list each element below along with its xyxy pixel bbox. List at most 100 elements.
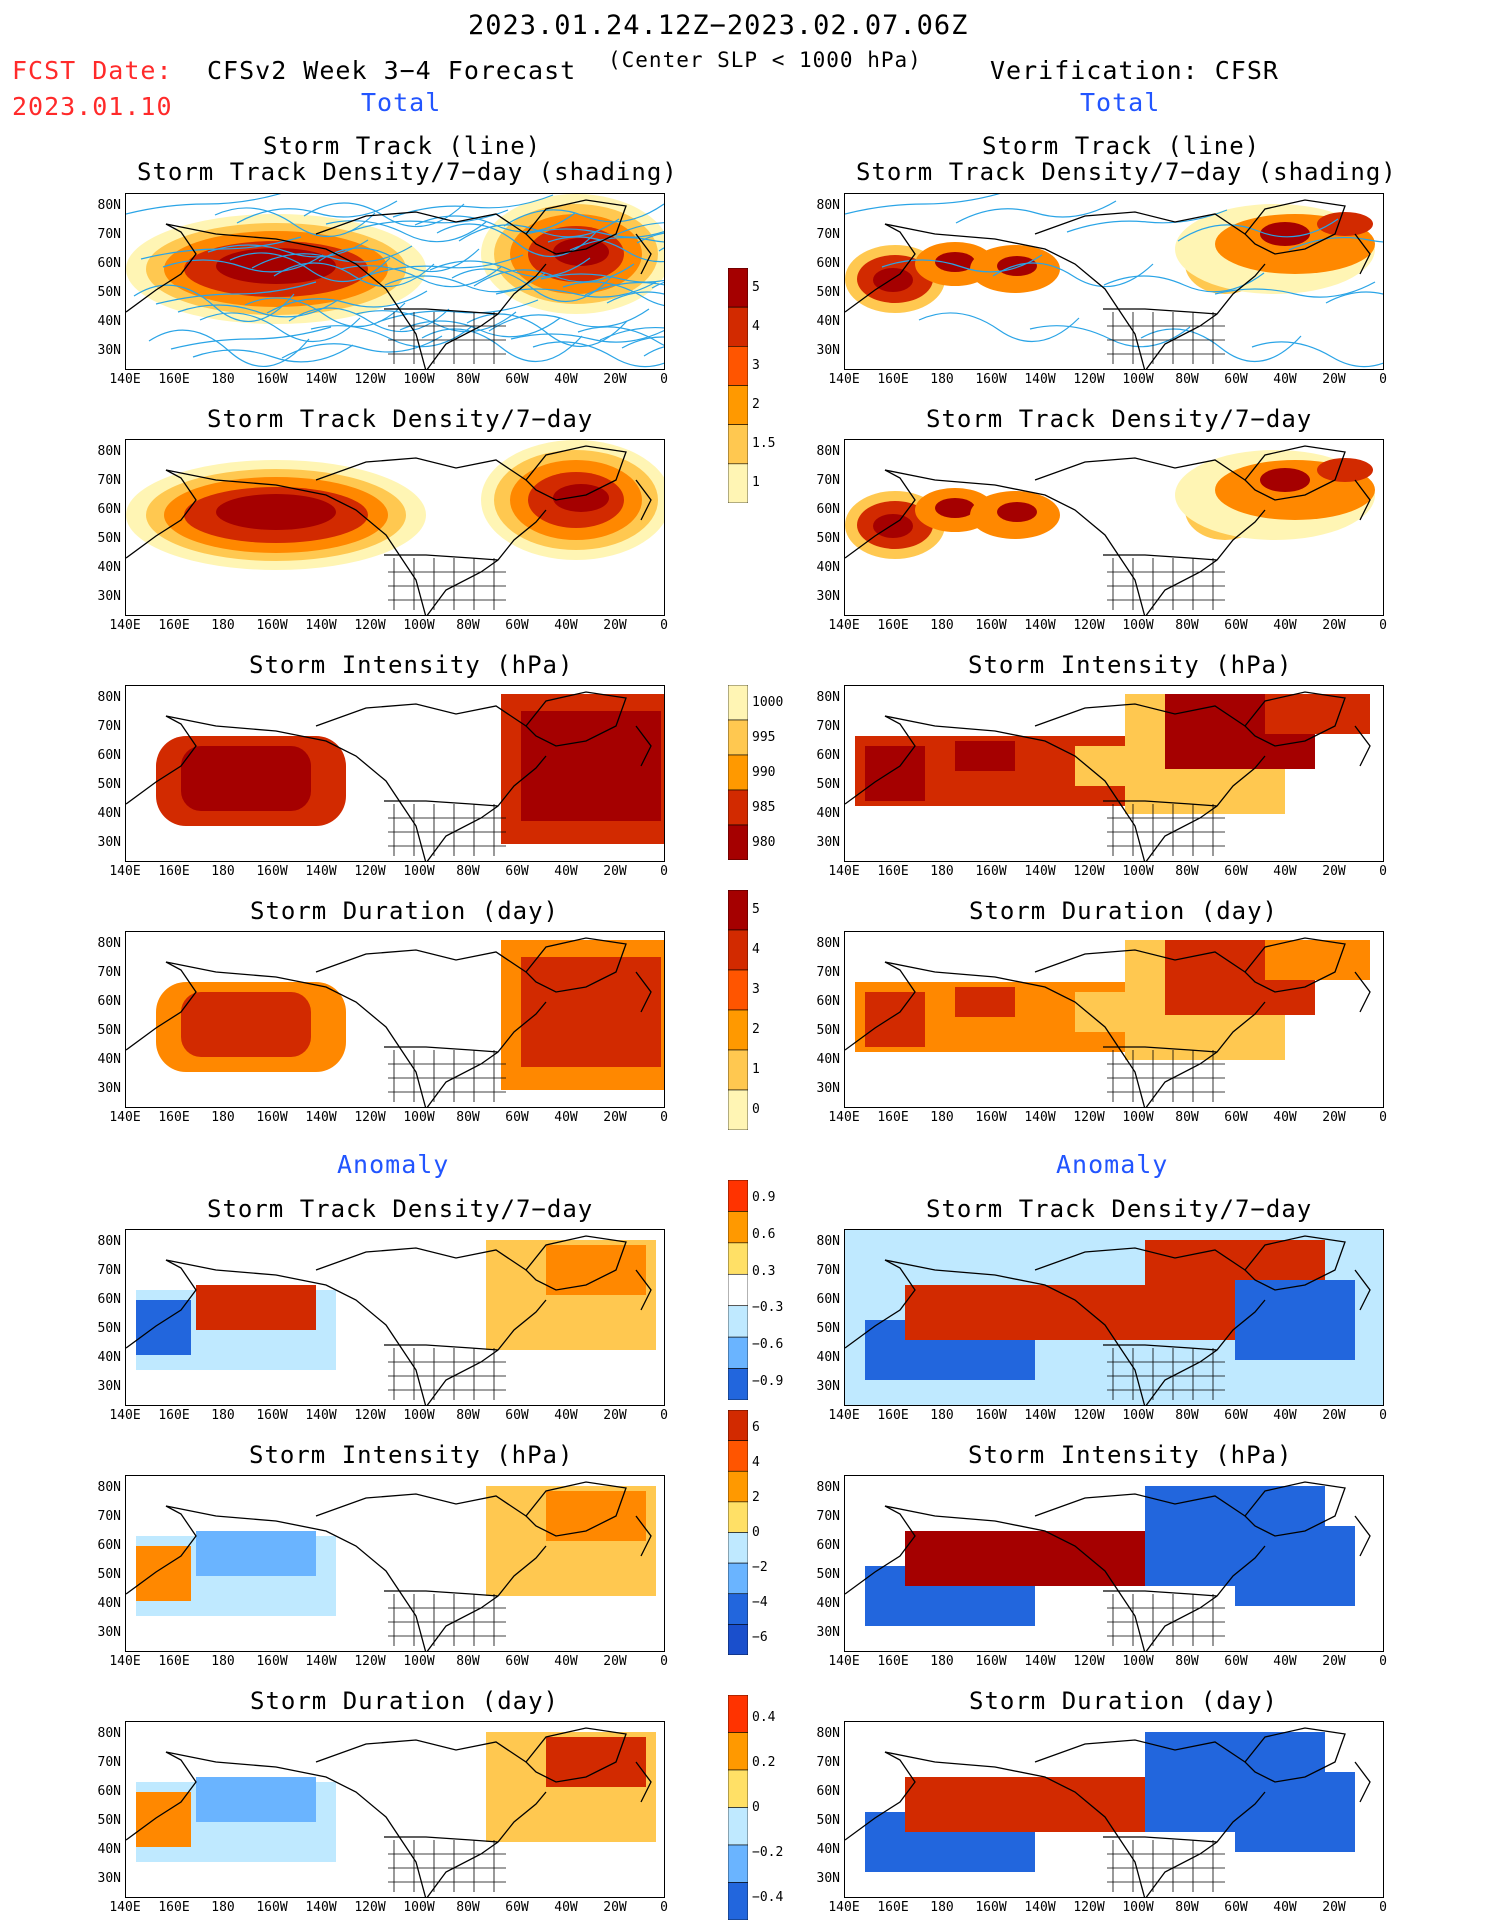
lon-label: 100W [403,618,435,633]
lat-label: 80N [97,198,121,213]
colorbar-label: 0.9 [752,1190,776,1206]
lon-label: 40W [1273,372,1297,387]
lon-label: 80W [456,372,480,387]
lat-label: 30N [97,1379,121,1394]
lon-label: 180 [211,1654,235,1669]
lon-label: 140W [305,1408,337,1423]
lat-label: 70N [97,719,121,734]
lon-label: 60W [505,864,529,879]
lon-label: 160E [877,864,909,879]
lat-label: 80N [816,1234,840,1249]
lat-label: 70N [816,1755,840,1770]
colorbar-swatch [727,385,749,425]
lon-label: 100W [403,1654,435,1669]
colorbar-label: 0 [752,1799,760,1815]
lon-label: 0 [1379,864,1387,879]
lon-label: 160W [256,1654,288,1669]
lon-label: 160W [975,1654,1007,1669]
lon-label: 160W [256,1110,288,1125]
lon-label: 140W [1024,618,1056,633]
lon-label: 140W [1024,372,1056,387]
colorbar-swatch [727,754,749,791]
lon-label: 60W [1224,1900,1248,1915]
lat-label: 40N [97,1350,121,1365]
colorbar-label: 3 [752,357,760,373]
colorbar-label: 0.2 [752,1754,776,1770]
lon-label: 80W [456,1110,480,1125]
lon-label: 60W [505,372,529,387]
colorbar-label: 0.4 [752,1709,776,1725]
colorbar-label: −0.9 [752,1373,784,1389]
lon-label: 180 [930,618,954,633]
lat-label: 60N [816,1538,840,1553]
lon-label: 120W [354,618,386,633]
colorbar-label: 6 [752,1419,760,1435]
lon-label: 140E [828,864,860,879]
lon-label: 80W [1175,864,1199,879]
lon-label: 140W [305,864,337,879]
map-panel-danom-forecast [125,1229,665,1406]
lon-label: 60W [1224,1110,1248,1125]
lon-label: 180 [211,372,235,387]
lon-label: 140W [1024,864,1056,879]
colorbar-label: −4 [752,1594,768,1610]
lon-label: 120W [1073,864,1105,879]
lat-label: 50N [97,777,121,792]
colorbar-label: −6 [752,1629,768,1645]
title-density-right: Storm Track Density/7−day [926,405,1313,433]
lon-label: 140E [828,618,860,633]
lon-label: 180 [211,1408,235,1423]
colorbar-label: −0.3 [752,1300,784,1316]
lat-label: 30N [97,1081,121,1096]
lon-label: 100W [1122,1408,1154,1423]
title-intensity-left: Storm Intensity (hPa) [249,651,574,679]
lat-label: 30N [816,1081,840,1096]
lon-label: 160W [975,618,1007,633]
lon-label: 160E [158,864,190,879]
lat-label: 40N [816,1350,840,1365]
lon-label: 160W [975,864,1007,879]
lon-label: 0 [660,372,668,387]
colorbar-label: 2 [752,1022,760,1037]
colorbar-label: 0 [752,1524,760,1540]
lon-label: 20W [603,1110,627,1125]
lat-label: 50N [97,1023,121,1038]
lat-label: 50N [97,531,121,546]
lon-label: 140E [828,1654,860,1669]
map-panel-duration-verification [844,931,1384,1108]
lat-label: 70N [816,473,840,488]
title-duration-anom-left: Storm Duration (day) [250,1687,559,1715]
lon-label: 140E [109,618,141,633]
lat-label: 30N [816,1871,840,1886]
colorbar-swatch [727,719,749,756]
lon-label: 160E [877,618,909,633]
title-track-line-right: Storm Track (line) [982,132,1261,160]
colorbar-swatch [727,1242,749,1275]
lat-label: 60N [816,1784,840,1799]
colorbar-swatch [727,306,749,347]
colorbar-swatch [727,1305,749,1338]
lon-label: 140W [305,1654,337,1669]
lat-label: 80N [97,444,121,459]
colorbar-swatch [727,1049,749,1091]
map-panel-duration-forecast [125,931,665,1108]
lon-label: 100W [1122,864,1154,879]
colorbar-label: 1 [752,1062,760,1077]
lon-label: 20W [603,864,627,879]
period-title: 2023.01.24.12Z−2023.02.07.06Z [468,10,969,41]
lon-label: 120W [1073,1408,1105,1423]
lat-label: 80N [97,1726,121,1741]
lon-label: 60W [1224,864,1248,879]
lon-label: 140E [109,372,141,387]
colorbar-swatch [727,424,749,465]
lat-label: 40N [816,1052,840,1067]
lon-label: 0 [660,618,668,633]
lon-label: 120W [1073,1654,1105,1669]
lat-label: 70N [97,227,121,242]
lon-label: 140E [828,1408,860,1423]
lon-label: 160W [975,1900,1007,1915]
colorbar-label: 1 [752,475,760,491]
lat-label: 70N [97,1509,121,1524]
lon-label: 140E [109,1110,141,1125]
colorbar-label: 3 [752,982,760,997]
